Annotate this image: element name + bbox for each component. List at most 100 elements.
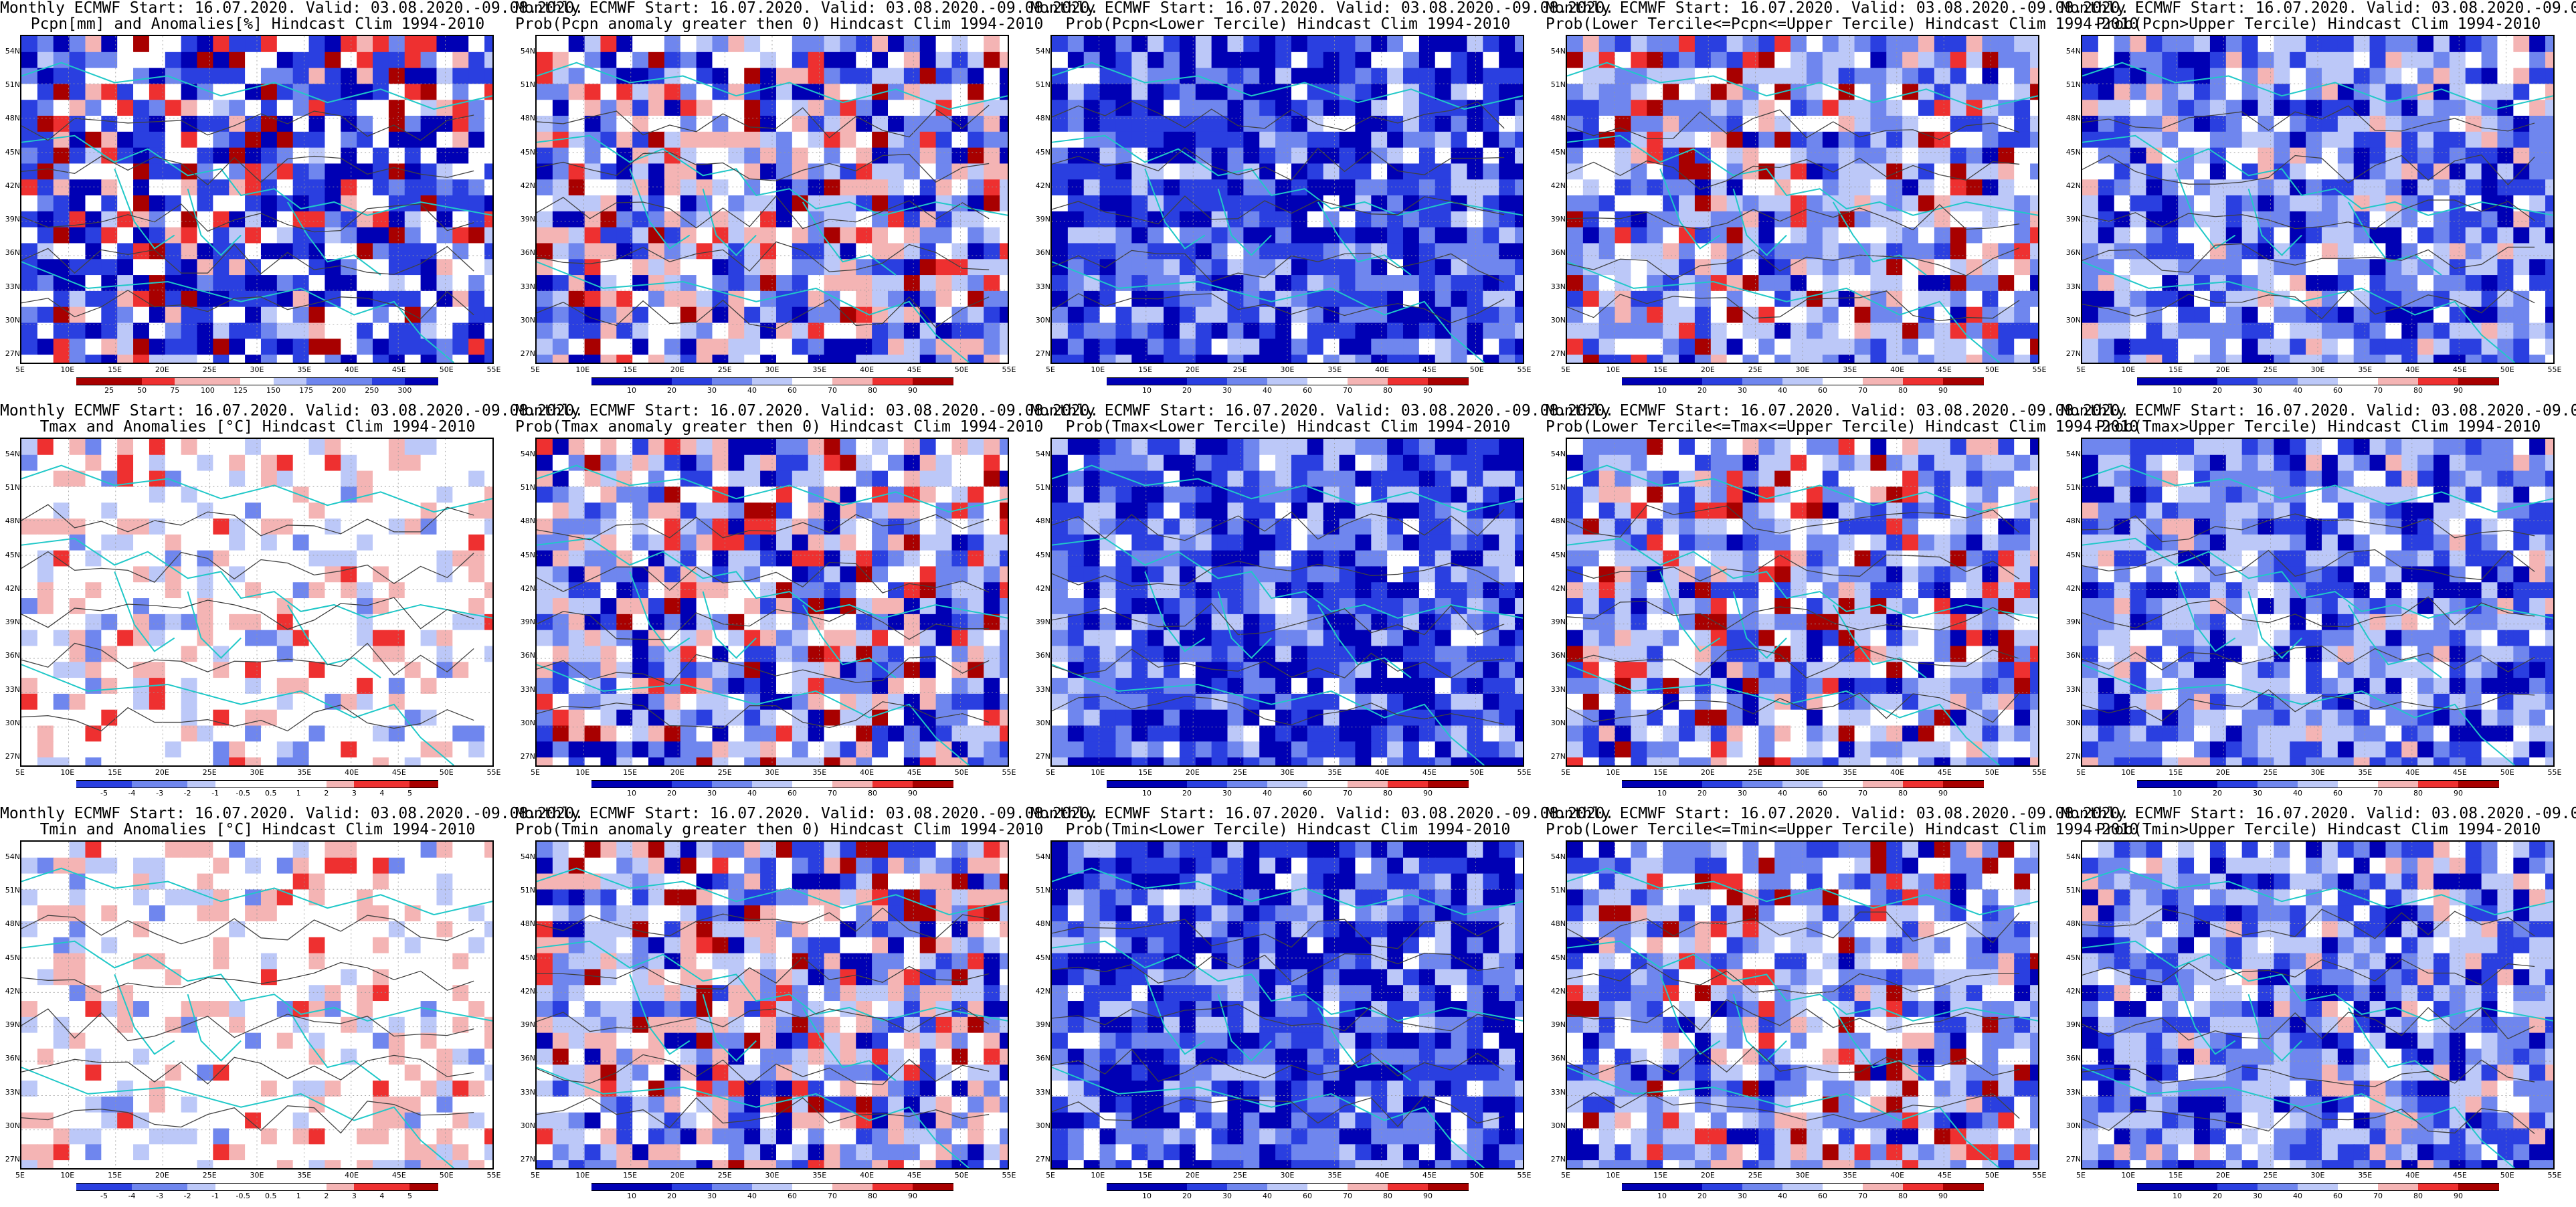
field-cell [1679, 148, 1695, 165]
field-cell [1403, 36, 1420, 53]
field-cell [1180, 179, 1196, 196]
field-cell [1966, 52, 1983, 69]
field-cell [229, 36, 246, 53]
field-cell [1982, 211, 1999, 228]
field-cell [1147, 243, 1164, 260]
field-cell [54, 100, 70, 116]
field-cell [728, 243, 745, 260]
field-cell [405, 630, 422, 647]
field-cell [1371, 291, 1388, 308]
field-cell [37, 355, 54, 363]
field-cell [776, 630, 793, 647]
field-cell [1839, 100, 1855, 116]
field-cell [309, 455, 326, 472]
field-cell [1243, 339, 1260, 355]
field-cell [436, 486, 453, 503]
field-cell [2354, 339, 2371, 355]
field-cell [1084, 243, 1101, 260]
field-cell [1307, 355, 1324, 363]
field-cell [1084, 84, 1101, 100]
field-cell [569, 486, 585, 503]
field-cell [1467, 291, 1483, 308]
field-cell [2545, 132, 2553, 149]
field-cell [1419, 275, 1436, 292]
latitude-label: 51N [2061, 80, 2081, 89]
field-cell [70, 322, 86, 339]
field-cell [585, 662, 602, 678]
field-cell [1902, 227, 1919, 244]
field-cell [1583, 355, 1600, 363]
field-cell [585, 535, 602, 551]
field-cell [1790, 211, 1807, 228]
field-cell [728, 227, 745, 244]
field-cell [37, 694, 54, 711]
field-cell [1000, 243, 1008, 260]
field-cell [1323, 355, 1340, 363]
field-cell [2082, 36, 2099, 53]
field-cell [713, 455, 729, 472]
field-cell [1695, 84, 1712, 100]
field-cell [181, 322, 198, 339]
field-cell [1982, 36, 1999, 53]
field-cell [117, 307, 134, 324]
field-cell [824, 678, 841, 694]
field-cell [2433, 243, 2450, 260]
field-cell [776, 322, 793, 339]
map-panel: Monthly ECMWF Start: 16.07.2020. Valid: … [1546, 0, 2061, 401]
field-cell [680, 259, 697, 276]
colorbar-segment [2378, 377, 2419, 385]
field-cell [21, 646, 38, 662]
field-cell [261, 662, 278, 678]
field-cell [936, 662, 953, 678]
field-cell [1180, 259, 1196, 276]
field-cell [1052, 243, 1069, 260]
longitude-label: 10E [56, 365, 80, 374]
field-cell [569, 725, 585, 742]
field-cell [309, 339, 326, 355]
field-cell [85, 455, 102, 472]
field-cell [1918, 275, 1935, 292]
field-cell [229, 52, 246, 69]
field-cell [2482, 355, 2498, 363]
field-cell [713, 502, 729, 519]
field-cell [600, 566, 617, 583]
field-cell [1196, 307, 1212, 324]
field-cell [229, 710, 246, 727]
field-cell [1451, 211, 1468, 228]
field-cell [569, 68, 585, 85]
field-cell [245, 598, 262, 615]
field-cell [2130, 179, 2147, 196]
field-cell [537, 100, 553, 116]
field-cell [1727, 132, 1744, 149]
field-cell [664, 179, 681, 196]
field-cell [54, 582, 70, 599]
field-cell [2482, 148, 2498, 165]
colorbar [591, 377, 953, 385]
field-cell [1000, 741, 1008, 758]
field-cell [920, 502, 937, 519]
field-cell [341, 339, 357, 355]
field-cell [824, 757, 841, 765]
field-cell [85, 598, 102, 615]
field-cell [1727, 52, 1744, 69]
longitude-label: 20E [150, 768, 174, 777]
field-cell [1855, 275, 1871, 292]
field-cell [537, 68, 553, 85]
field-cell [760, 757, 777, 765]
field-cell [984, 630, 1000, 647]
field-cell [1371, 322, 1388, 339]
field-cell [1068, 291, 1085, 308]
field-cell [728, 68, 745, 85]
colorbar-tick-label: 90 [903, 789, 923, 798]
field-cell [2370, 68, 2387, 85]
field-cell [2497, 52, 2514, 69]
field-cell [1323, 52, 1340, 69]
field-cell [468, 598, 485, 615]
colorbar-tick-label: 2 [316, 789, 337, 798]
latitude-label: 51N [1546, 80, 1566, 89]
map-area [1566, 35, 2039, 364]
field-cell [808, 68, 825, 85]
field-cell [421, 36, 438, 53]
field-cell [1839, 179, 1855, 196]
field-cell [713, 100, 729, 116]
